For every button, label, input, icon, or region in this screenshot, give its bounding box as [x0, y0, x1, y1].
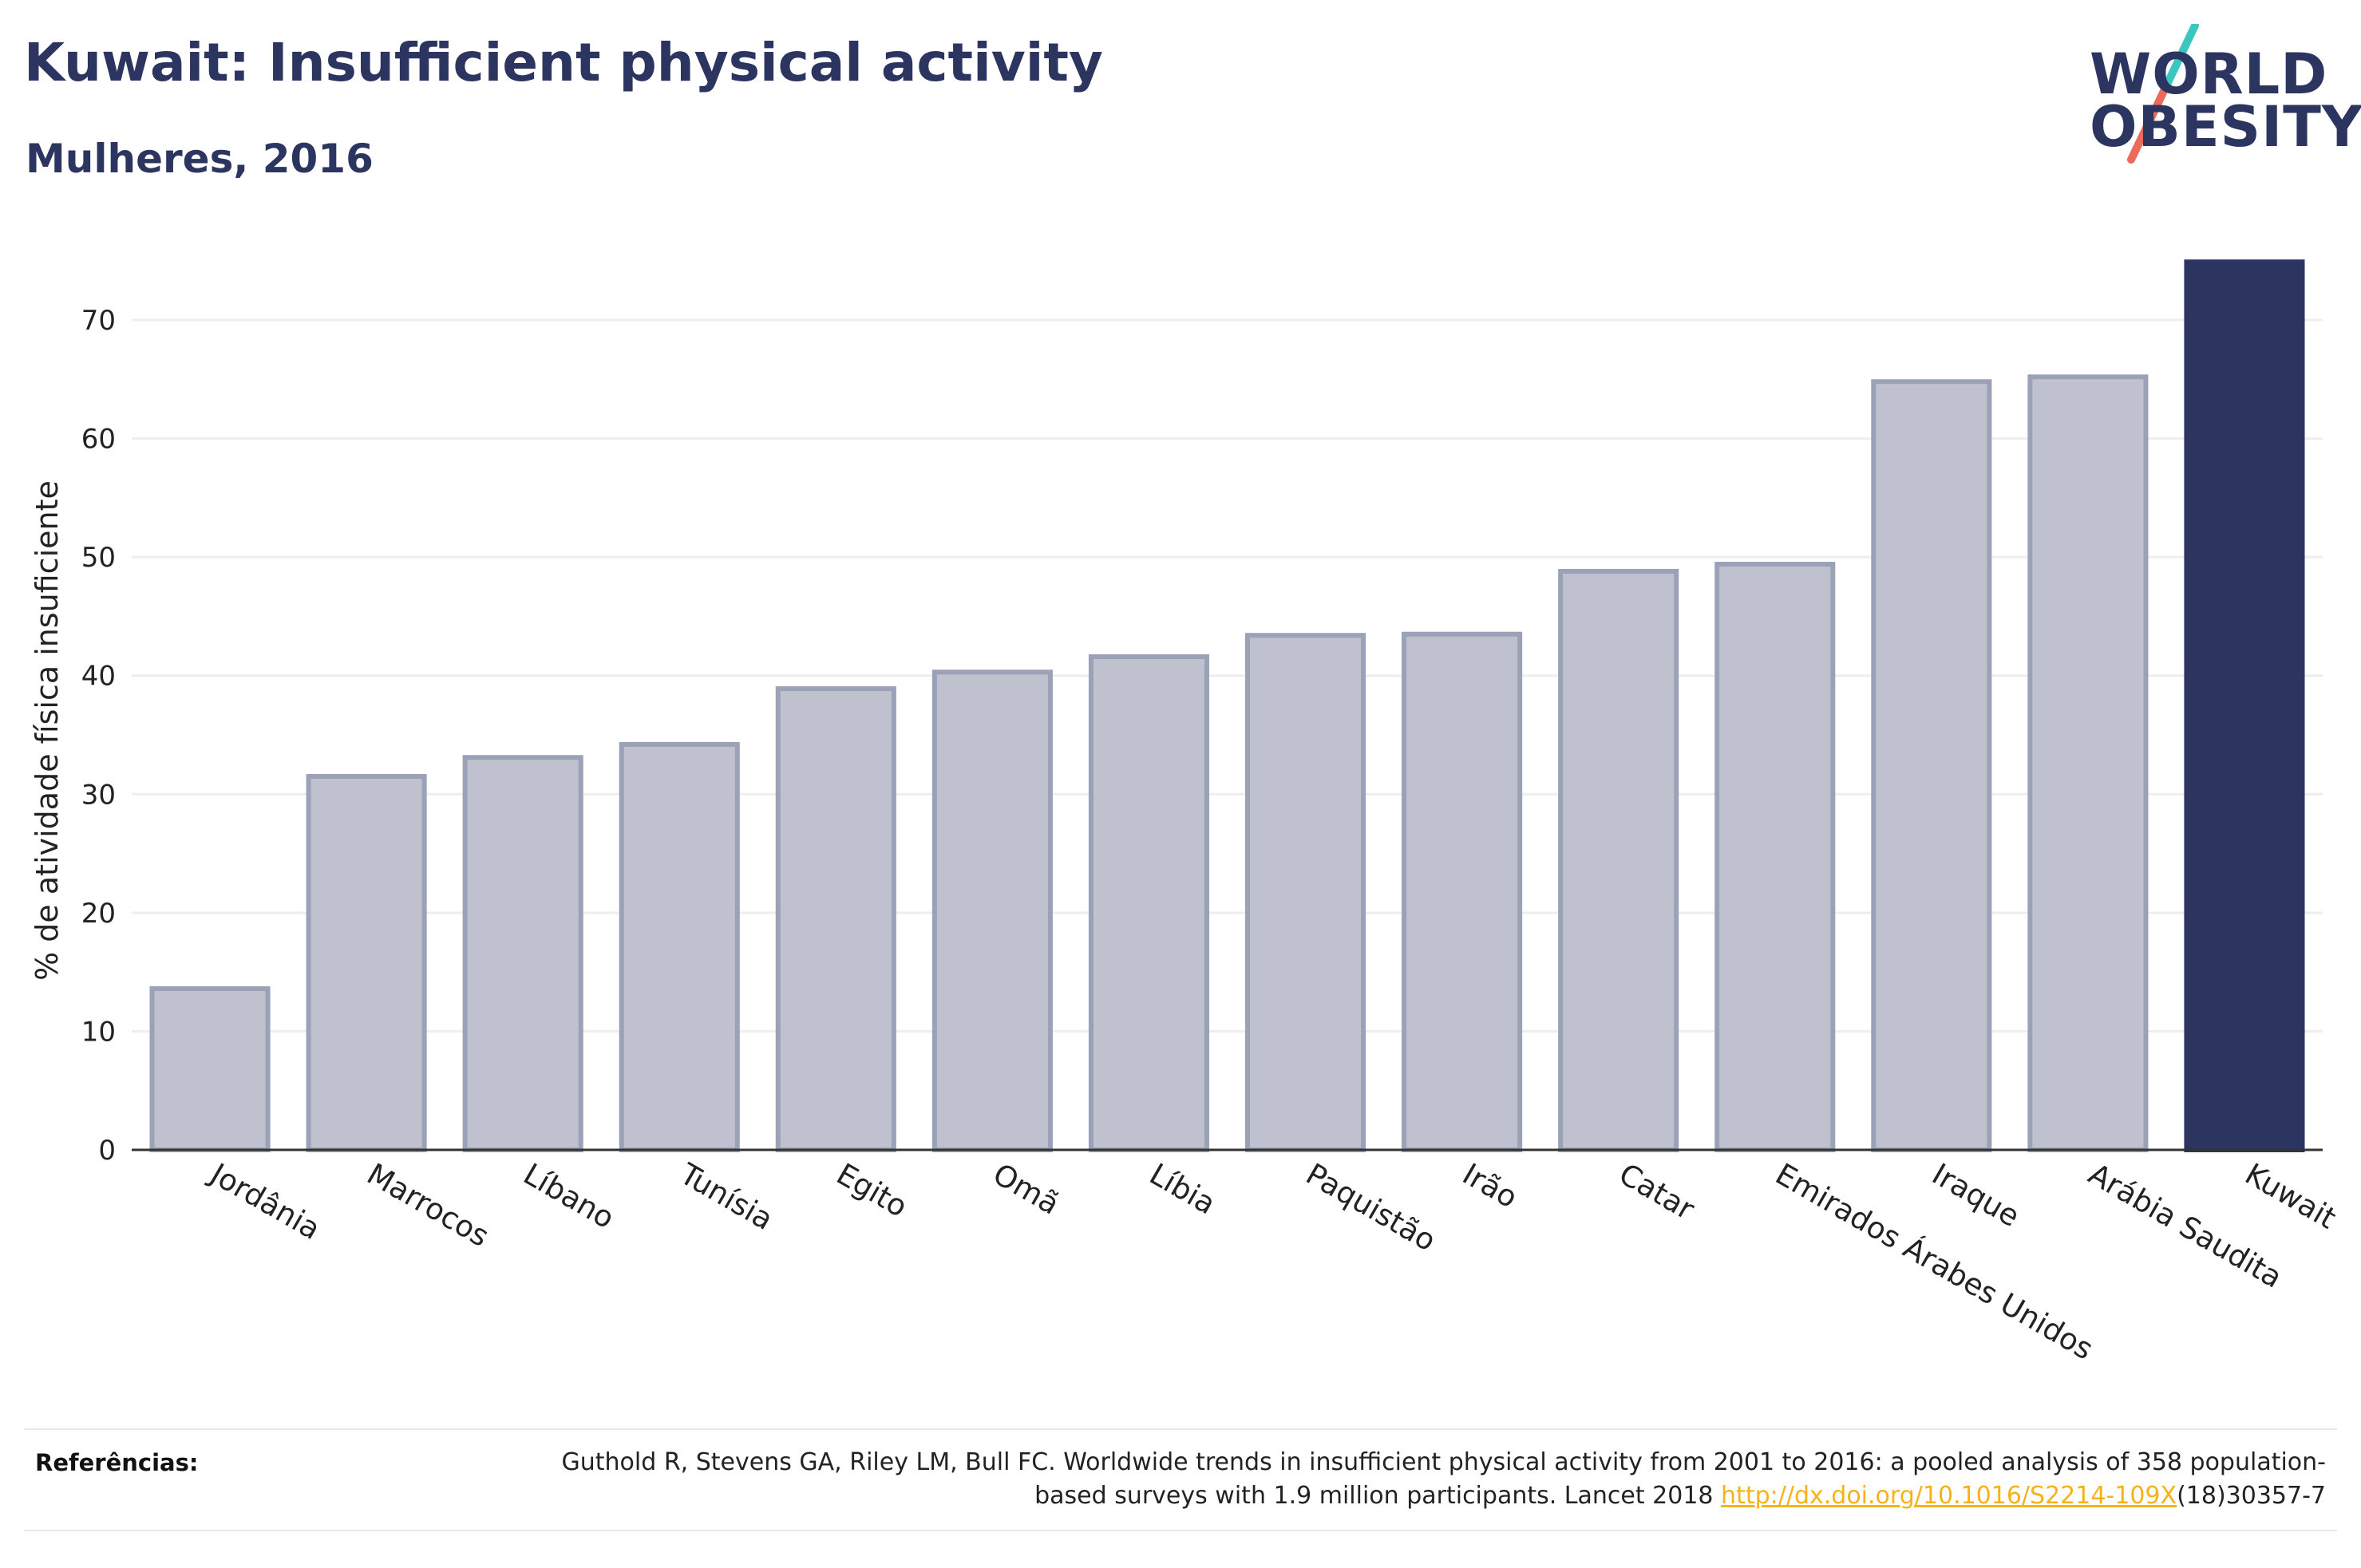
- y-tick-label: 50: [81, 542, 116, 574]
- references-text: Guthold R, Stevens GA, Riley LM, Bull FC…: [490, 1446, 2326, 1513]
- bar: [2184, 259, 2305, 1153]
- bar: [931, 669, 1053, 1152]
- bar: [149, 985, 271, 1153]
- y-tick-label: 10: [81, 1016, 116, 1048]
- x-tick-label: Marrocos: [362, 1157, 495, 1254]
- bar: [1558, 568, 1679, 1152]
- y-axis-title: % de atividade física insuficiente: [30, 480, 65, 981]
- x-tick-label: Jordânia: [204, 1156, 326, 1247]
- x-tick-label: Irão: [1457, 1157, 1523, 1215]
- references-label: Referências:: [35, 1449, 199, 1476]
- x-tick-label: Tunísia: [674, 1156, 779, 1237]
- world-obesity-logo: WORLD OBESITY: [2075, 24, 2361, 168]
- references-doi-link[interactable]: http://dx.doi.org/10.1016/S2214-109X: [1721, 1482, 2177, 1510]
- bar: [1714, 562, 1836, 1152]
- page-title: Kuwait: Insufficient physical activity: [24, 32, 1103, 93]
- y-tick-label: 40: [81, 661, 116, 693]
- logo-line-obesity: OBESITY: [2090, 94, 2361, 160]
- x-tick-label: Paquistão: [1300, 1157, 1442, 1258]
- x-tick-label: Catar: [1613, 1157, 1701, 1227]
- x-tick-label: Omã: [987, 1157, 1066, 1222]
- x-tick-label: Líbano: [518, 1157, 620, 1236]
- y-tick-label: 30: [81, 779, 116, 811]
- references-panel: Referências: Guthold R, Stevens GA, Rile…: [24, 1428, 2337, 1531]
- x-tick-label: Egito: [831, 1157, 913, 1224]
- bar: [775, 686, 896, 1152]
- bar: [306, 774, 427, 1152]
- bar: [1402, 631, 1523, 1152]
- x-tick-label: Líbia: [1144, 1157, 1221, 1222]
- logo-line-world: WORLD: [2090, 41, 2328, 107]
- y-tick-label: 70: [81, 305, 116, 337]
- bar: [2027, 374, 2149, 1153]
- y-tick-label: 20: [81, 898, 116, 930]
- bar: [1088, 654, 1210, 1152]
- x-tick-label: Kuwait: [2239, 1157, 2342, 1236]
- page-subtitle: Mulheres, 2016: [26, 136, 374, 182]
- bar-chart: 0 10 20 30 40 50 60 70 Jordânia Marrocos Líbano Tun…: [30, 259, 2342, 1367]
- bar: [462, 755, 583, 1152]
- y-tick-label: 0: [98, 1135, 116, 1167]
- references-citation-tail: (18)30357-7: [2177, 1482, 2326, 1510]
- logo-slash-icon: [2127, 24, 2199, 164]
- x-tick-label: Iraque: [1926, 1157, 2025, 1234]
- bar: [619, 741, 740, 1153]
- bar: [1871, 379, 1992, 1152]
- bar: [1244, 633, 1366, 1152]
- y-tick-label: 60: [81, 424, 116, 456]
- references-citation: Guthold R, Stevens GA, Riley LM, Bull FC…: [561, 1448, 2326, 1510]
